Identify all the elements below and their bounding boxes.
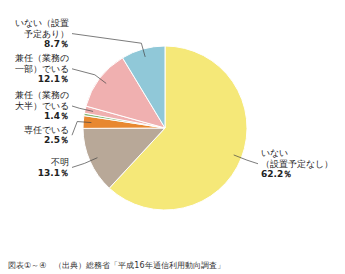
slice-category-label: いない（設置予定なし） (261, 148, 333, 169)
slice-category-label: 不明 (51, 157, 69, 167)
slice-category-label: 兼任（業務の大半）でいる (15, 90, 69, 111)
chart-container: いない（設置予定なし）62.2％ 不明13.1％ 専任でいる2.5％ 兼任（業務の大半… (0, 0, 345, 274)
leader-line (72, 122, 91, 136)
pie-slice (123, 46, 165, 128)
label-line: 兼任（業務の (15, 53, 69, 63)
slice-value-label: 13.1％ (38, 168, 69, 178)
label-line: いない（設置 (15, 18, 69, 28)
leader-line (234, 155, 258, 164)
slice-category-label: 専任でいる (24, 125, 69, 135)
slice-value-label: 1.4％ (44, 111, 69, 121)
label-line: （設置予定なし） (261, 159, 333, 169)
slice-value-label: 2.5％ (44, 135, 69, 145)
slice-category-label: いない（設置予定あり） (15, 18, 69, 38)
leader-line (72, 106, 93, 111)
leader-lines (72, 34, 258, 168)
label-line: いない (261, 148, 288, 158)
label-line: 専任でいる (24, 125, 69, 135)
pie-slice (83, 128, 165, 188)
slice-labels: いない（設置予定なし）62.2％ 不明13.1％ 専任でいる2.5％ 兼任（業務の大半… (15, 18, 333, 179)
chart-svg: いない（設置予定なし）62.2％ 不明13.1％ 専任でいる2.5％ 兼任（業務の大半… (0, 0, 345, 274)
label-line: 兼任（業務の (15, 90, 69, 100)
footnote: 図表①～④ （出典）総務省「平成16年通信利用動向調査」 (8, 261, 225, 270)
slice-value-label: 8.7％ (44, 39, 69, 49)
slice-value-label: 62.2％ (261, 169, 292, 179)
slice-value-label: 12.1％ (38, 74, 69, 84)
label-line: 一部）でいる (15, 64, 69, 74)
leader-line (72, 158, 97, 168)
slices (83, 46, 247, 210)
label-line: 大半）でいる (15, 101, 69, 111)
label-line: 不明 (51, 157, 69, 167)
label-line: 予定あり） (24, 29, 69, 39)
slice-category-label: 兼任（業務の一部）でいる (15, 53, 69, 73)
leader-line (72, 34, 145, 57)
leader-line (72, 69, 106, 84)
